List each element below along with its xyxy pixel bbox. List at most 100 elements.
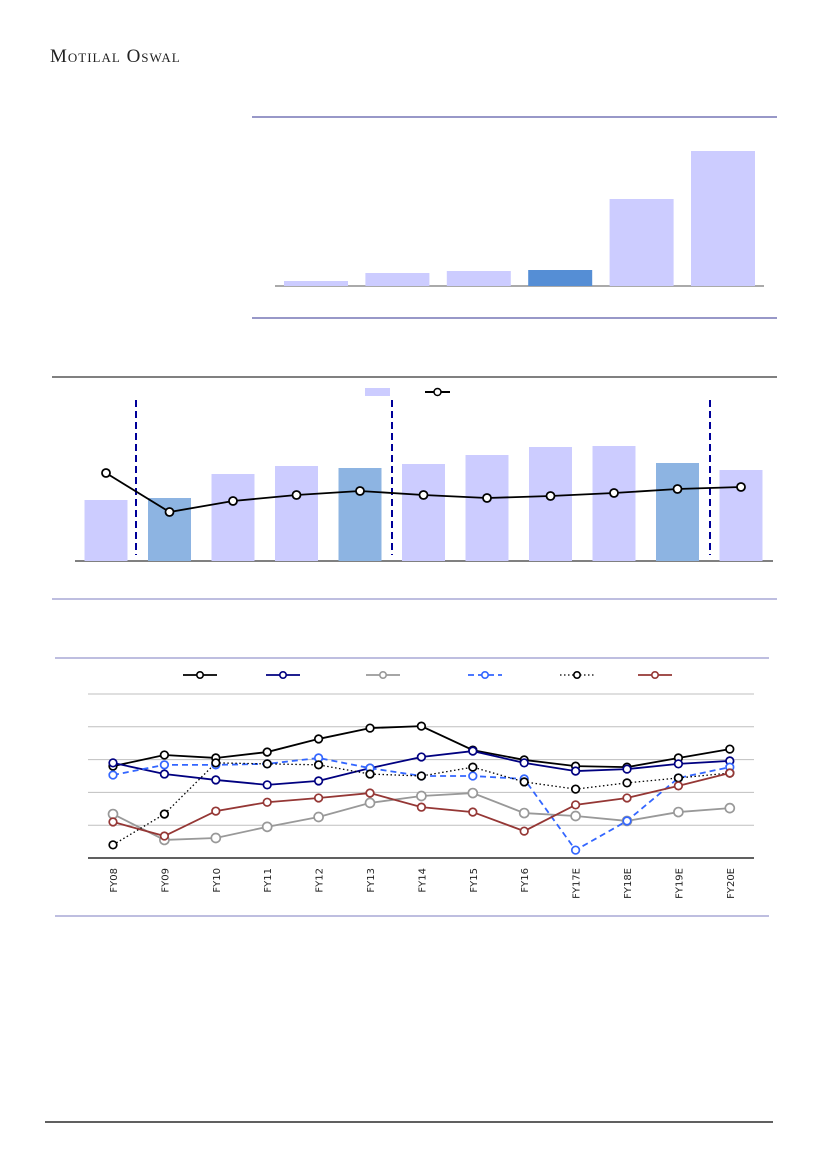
chart3-x-tick-label: FY15 bbox=[469, 868, 480, 893]
chart3-series-2-point-7 bbox=[416, 752, 427, 762]
chart3-x-tick-label: FY20E bbox=[726, 868, 737, 899]
chart3-series-3-point-5 bbox=[313, 811, 324, 823]
chart3-series-4-point-10 bbox=[570, 845, 581, 855]
chart3-series-2-point-8 bbox=[468, 746, 478, 756]
chart2-line-point-2 bbox=[164, 507, 175, 517]
chart3-series-6-point-1 bbox=[108, 817, 118, 827]
chart3-legend-marker-5 bbox=[572, 670, 581, 679]
chart3-series-5-point-8 bbox=[468, 762, 478, 772]
chart2-line-point-8 bbox=[545, 491, 556, 501]
chart3-x-tick-label: FY16 bbox=[520, 868, 531, 893]
chart2-bar-4 bbox=[275, 466, 318, 561]
chart2-line-point-9 bbox=[609, 488, 619, 498]
chart3-series-4-point-8 bbox=[468, 771, 478, 781]
chart3-x-tick-label: FY10 bbox=[212, 868, 223, 893]
chart3-series-6-point-3 bbox=[211, 806, 221, 816]
chart3-series-3-point-1 bbox=[107, 808, 119, 820]
chart3-series-3-point-7 bbox=[416, 790, 427, 802]
chart3-series-6-point-12 bbox=[673, 781, 684, 791]
chart3-x-tick-label: FY19E bbox=[674, 868, 685, 899]
chart3-series-4-point-11 bbox=[622, 816, 632, 826]
chart2-line-point-1 bbox=[101, 468, 111, 478]
chart3-series-3-point-9 bbox=[518, 807, 530, 819]
chart3-series-3-point-13 bbox=[724, 802, 736, 814]
chart3-series-3-point-8 bbox=[467, 787, 479, 799]
chart3-series-6-point-5 bbox=[313, 793, 324, 803]
chart2-bar-5 bbox=[338, 468, 382, 561]
chart1-bar-4 bbox=[528, 270, 593, 286]
chart3-series-2-point-3 bbox=[211, 775, 221, 785]
chart2-line-point-7 bbox=[482, 493, 492, 503]
chart3-series-6-point-6 bbox=[365, 788, 375, 798]
chart3-series-5-point-9 bbox=[519, 777, 529, 787]
chart2-line-point-4 bbox=[291, 490, 302, 500]
chart3-series-1-point-13 bbox=[725, 744, 735, 754]
chart3-series-2-point-11 bbox=[622, 764, 632, 774]
chart3-x-tick-label: FY09 bbox=[160, 868, 171, 893]
chart2-line-point-10 bbox=[672, 484, 683, 494]
chart3-series-6-point-13 bbox=[725, 768, 735, 778]
chart2-bar-7 bbox=[465, 455, 509, 561]
chart3-x-tick-label: FY18E bbox=[623, 868, 634, 899]
chart2-bar-8 bbox=[529, 447, 572, 561]
chart3-series-1-point-2 bbox=[159, 750, 170, 760]
chart2-bar-10 bbox=[656, 463, 699, 561]
chart3-series-3-point-4 bbox=[261, 821, 273, 833]
chart1-bar-3 bbox=[446, 271, 511, 286]
chart3-series-6-point-11 bbox=[622, 793, 632, 803]
chart3-series-5-point-10 bbox=[570, 784, 581, 794]
chart3-series-5-point-6 bbox=[365, 769, 375, 779]
chart3-series-2-point-2 bbox=[159, 769, 170, 779]
chart1-bar-1 bbox=[284, 281, 348, 286]
chart3-series-5-point-5 bbox=[313, 760, 324, 770]
chart3-x-tick-label: FY12 bbox=[315, 868, 326, 893]
chart3-series-3-point-6 bbox=[364, 797, 376, 809]
chart3-series-2-point-4 bbox=[262, 780, 272, 790]
brand-logo: Motilal Oswal bbox=[50, 46, 181, 67]
chart3-series-5-point-2 bbox=[159, 809, 170, 819]
chart3-series-6-point-2 bbox=[159, 831, 170, 841]
chart3-x-tick-label: FY17E bbox=[572, 868, 583, 899]
chart3-series-1-point-6 bbox=[365, 723, 375, 733]
chart2-legend-bar-swatch bbox=[365, 388, 390, 396]
chart3-series-6-point-10 bbox=[570, 800, 581, 810]
chart3-series-6-point-4 bbox=[262, 797, 272, 807]
chart2-bar-3 bbox=[211, 474, 255, 561]
chart2-legend-marker bbox=[433, 387, 442, 397]
chart3-series-5-point-12 bbox=[673, 773, 684, 783]
chart3-series-6-point-9 bbox=[519, 826, 529, 836]
chart3-x-tick-label: FY13 bbox=[366, 868, 377, 893]
chart3-series-5-point-11 bbox=[622, 778, 632, 788]
chart3-x-tick-label: FY14 bbox=[417, 868, 428, 893]
chart2-line-point-11 bbox=[736, 482, 746, 492]
chart3-series-5-point-3 bbox=[211, 758, 221, 768]
chart1-bar-5 bbox=[609, 199, 674, 286]
chart3-series-2-point-1 bbox=[108, 758, 118, 768]
chart2-line-point-3 bbox=[228, 496, 238, 506]
chart1-bar bbox=[275, 151, 764, 287]
chart3-line: FY08 FY09 FY10 FY11 FY12 FY13 FY14 FY15 FY16 FY17… bbox=[88, 670, 754, 899]
chart3-series-5-point-4 bbox=[262, 759, 272, 769]
chart2-bar-line bbox=[75, 387, 773, 562]
chart2-line-point-6 bbox=[418, 490, 429, 500]
chart3-series-5-point-1 bbox=[108, 840, 118, 850]
chart3-series-4-point-2 bbox=[159, 760, 170, 770]
chart3-series-2-point-10 bbox=[570, 766, 581, 776]
chart3-series-1-point-4 bbox=[262, 747, 272, 757]
chart3-series-1-point-5 bbox=[313, 734, 324, 744]
chart3-series-3-point-3 bbox=[210, 832, 222, 844]
chart3-legend-marker-1 bbox=[196, 670, 205, 679]
chart3-series-2-point-5 bbox=[313, 776, 324, 786]
chart3-series-1-point-7 bbox=[416, 721, 427, 731]
chart3-x-tick-label: FY08 bbox=[109, 868, 120, 893]
chart3-series-2-point-9 bbox=[519, 758, 529, 768]
chart1-bar-2 bbox=[365, 273, 430, 286]
chart3-legend-marker-6 bbox=[650, 670, 659, 679]
chart3-legend-marker-2 bbox=[278, 670, 287, 679]
chart3-x-tick-label: FY11 bbox=[263, 868, 274, 893]
chart3-series-6-point-7 bbox=[416, 802, 427, 812]
chart2-line-point-5 bbox=[355, 486, 365, 496]
chart3-legend-marker-3 bbox=[378, 670, 387, 679]
chart3-series-2-point-12 bbox=[673, 759, 684, 769]
